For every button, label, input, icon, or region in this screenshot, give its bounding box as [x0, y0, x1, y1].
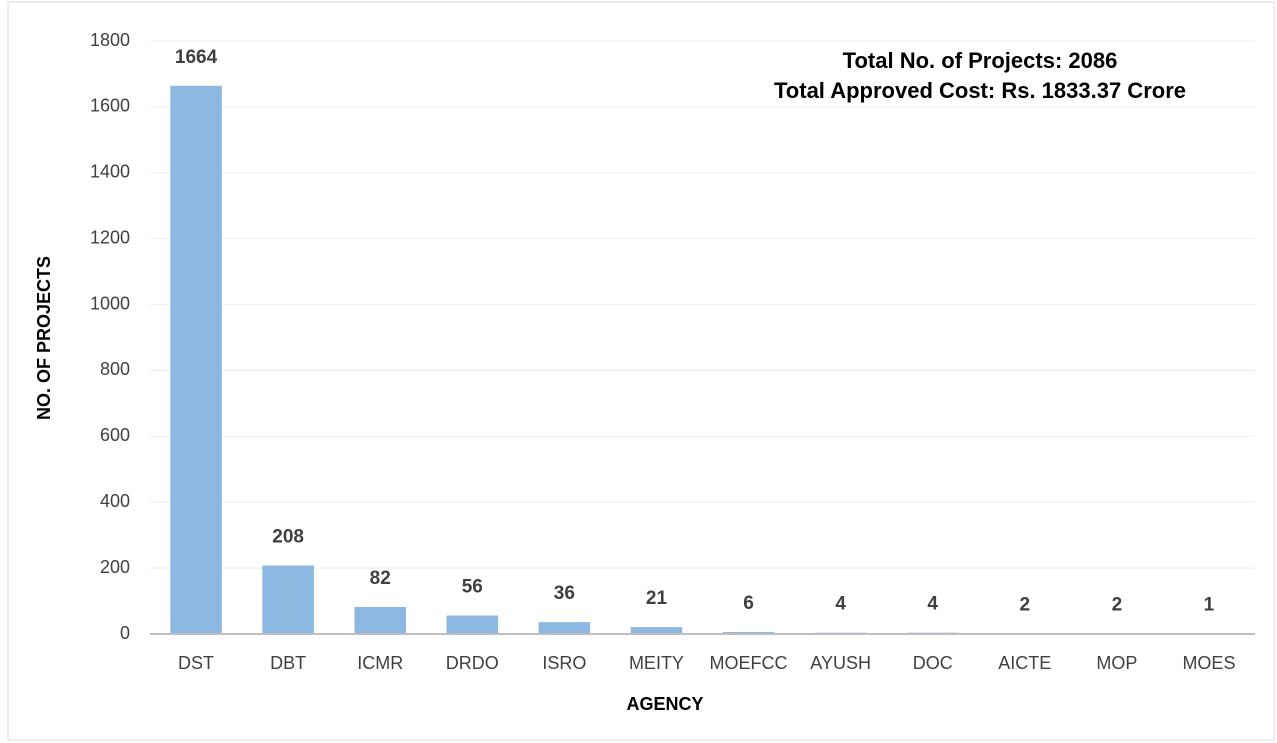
- y-tick-label: 1000: [90, 293, 130, 313]
- x-tick-label: DOC: [913, 653, 953, 673]
- data-label: 2: [1112, 594, 1123, 615]
- x-tick-label: MEITY: [629, 653, 684, 673]
- bar: [170, 85, 222, 634]
- data-label: 56: [462, 577, 483, 598]
- x-tick-label: MOP: [1096, 653, 1137, 673]
- data-label: 2: [1020, 594, 1031, 615]
- x-tick-label: DST: [178, 653, 214, 673]
- x-tick-label: ICMR: [357, 653, 403, 673]
- data-label: 21: [646, 588, 668, 609]
- x-axis-label: AGENCY: [626, 694, 703, 714]
- data-label: 4: [927, 594, 938, 615]
- y-tick-label: 200: [100, 557, 130, 577]
- data-label: 82: [370, 568, 391, 589]
- data-label: 4: [835, 594, 846, 615]
- bar: [538, 622, 591, 634]
- bar: [262, 565, 314, 634]
- y-tick-label: 1800: [90, 30, 130, 50]
- annotation: Total No. of Projects: 2086: [843, 48, 1118, 73]
- y-tick-label: 600: [100, 425, 130, 445]
- data-label: 36: [554, 583, 575, 604]
- x-tick-label: DRDO: [446, 653, 499, 673]
- y-tick-label: 400: [100, 491, 130, 511]
- y-axis-label: NO. OF PROJECTS: [34, 256, 54, 420]
- bar: [630, 627, 683, 634]
- data-label: 6: [743, 593, 754, 614]
- x-tick-label: AYUSH: [810, 653, 871, 673]
- x-tick-label: MOES: [1182, 653, 1235, 673]
- x-tick-label: DBT: [270, 653, 306, 673]
- data-label: 1664: [175, 47, 218, 68]
- x-tick-label: MOEFCC: [710, 653, 788, 673]
- y-tick-label: 0: [120, 623, 130, 643]
- data-label: 208: [272, 526, 304, 547]
- y-tick-label: 1600: [90, 96, 130, 116]
- x-tick-label: ISRO: [542, 653, 586, 673]
- data-label: 1: [1204, 595, 1215, 616]
- y-tick-label: 1200: [90, 227, 130, 247]
- bar: [354, 606, 406, 634]
- annotation: Total Approved Cost: Rs. 1833.37 Crore: [774, 78, 1186, 103]
- y-tick-label: 1400: [90, 162, 130, 182]
- bar: [446, 615, 499, 634]
- y-tick-label: 800: [100, 359, 130, 379]
- x-tick-label: AICTE: [998, 653, 1051, 673]
